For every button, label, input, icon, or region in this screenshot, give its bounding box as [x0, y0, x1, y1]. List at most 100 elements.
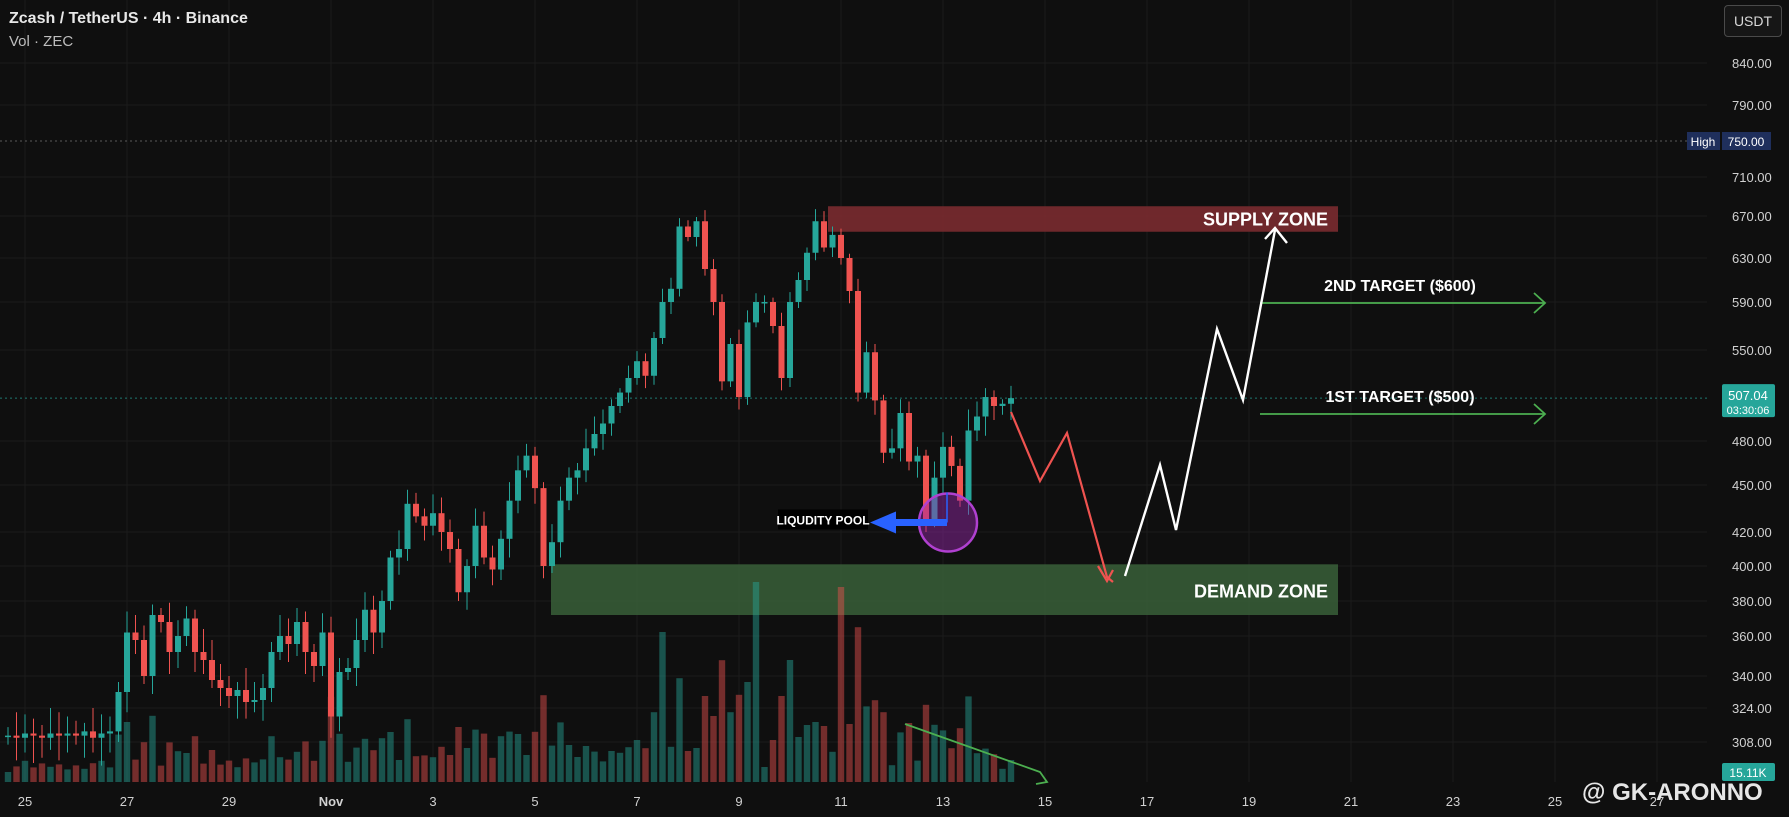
candle-body: [821, 221, 827, 248]
candle-body: [396, 549, 402, 558]
time-tick-label: 29: [222, 794, 236, 809]
volume-value: 15.11K: [1729, 766, 1766, 780]
volume-bar: [480, 733, 488, 782]
volume-bar: [718, 660, 726, 782]
last-price-badge: [1722, 384, 1775, 418]
time-tick-label: 7: [633, 794, 640, 809]
candle-body: [880, 400, 887, 453]
volume-bar: [608, 751, 615, 782]
liquidity-pool-label: LIQUDITY POOL: [776, 513, 869, 527]
candle-body: [812, 221, 819, 253]
last-price: 507.04: [1728, 388, 1768, 403]
candle-body: [778, 326, 785, 378]
price-tick-label: 360.00: [1732, 629, 1772, 644]
volume-bar: [684, 751, 692, 782]
volume-bar: [55, 764, 63, 782]
candle-body: [336, 672, 343, 717]
volume-bar: [514, 734, 522, 782]
candle-body: [243, 690, 249, 702]
candle-body: [600, 423, 606, 434]
candle-body: [991, 397, 997, 406]
volume-bar: [837, 587, 845, 782]
candle-body: [829, 234, 836, 248]
candle-body: [404, 503, 411, 549]
candle-body: [353, 640, 360, 668]
volume-bar: [506, 731, 513, 782]
candle-body: [795, 280, 802, 302]
candle-body: [974, 416, 980, 431]
volume-bar: [47, 766, 54, 782]
candle-body: [625, 378, 632, 393]
price-tick-label: 324.00: [1732, 701, 1772, 716]
time-tick-label: 27: [120, 794, 134, 809]
volume-bar: [140, 742, 148, 782]
volume-bar: [880, 712, 887, 782]
volume-bar: [659, 632, 666, 782]
volume-bar: [897, 732, 904, 782]
candle-body: [302, 622, 309, 652]
volume-bar: [931, 724, 938, 782]
volume-bar: [89, 763, 97, 782]
candle-body: [940, 446, 946, 478]
candle-body: [226, 688, 232, 696]
volume-bar: [956, 728, 964, 782]
volume-bar: [667, 746, 675, 782]
candle-body: [591, 434, 598, 449]
time-tick-label: 27: [1650, 794, 1664, 809]
candle-body: [719, 302, 725, 382]
candle-body: [328, 632, 334, 717]
price-tick-label: 420.00: [1732, 525, 1772, 540]
volume-bar: [939, 730, 947, 782]
time-axis: 25 27 29 Nov 3 5 7 9 11 13 15 17 19 21 23 25 27: [18, 794, 1664, 809]
candle-body: [447, 532, 453, 549]
volume-bar: [625, 747, 632, 782]
candle-body: [804, 252, 810, 280]
second-target-label: 2ND TARGET ($600): [1324, 278, 1476, 295]
candle-body: [345, 668, 351, 672]
candle-body: [855, 291, 861, 393]
volume-bar: [744, 682, 751, 782]
candle-body: [761, 302, 768, 304]
candle-body: [107, 731, 113, 734]
volume-bar: [72, 765, 80, 782]
volume-bar: [676, 678, 683, 782]
volume-bar: [200, 763, 207, 782]
volume-bar: [786, 660, 794, 782]
candle-body: [158, 615, 164, 622]
volume-bar: [557, 722, 564, 782]
time-tick-label: 21: [1344, 794, 1358, 809]
candle-body: [379, 601, 385, 633]
time-tick-label: Nov: [319, 794, 344, 809]
high-badge: [1687, 132, 1720, 150]
volume-bar: [217, 764, 224, 782]
volume-bar: [905, 723, 913, 782]
candle-body: [98, 733, 105, 738]
candle-body: [702, 221, 708, 269]
demand-zone: [551, 564, 1338, 615]
currency-button[interactable]: USDT: [1724, 5, 1782, 37]
candle-body: [277, 636, 283, 652]
candle-body: [948, 446, 955, 466]
candle-body: [846, 258, 853, 291]
time-tick-label: 3: [429, 794, 436, 809]
candle-body: [90, 731, 96, 738]
volume-bar: [863, 706, 870, 782]
volume-bar: [710, 716, 717, 782]
volume-bar: [183, 753, 190, 782]
price-axis: 308.00 324.00 340.00 360.00 380.00 400.00 420.…: [1732, 56, 1772, 750]
time-tick-label: 19: [1242, 794, 1256, 809]
candle-body: [115, 692, 122, 732]
candle-body: [362, 609, 368, 640]
volume-badge: [1722, 763, 1775, 781]
candle-body: [583, 448, 589, 471]
volume-bar: [854, 627, 862, 782]
candle-body: [217, 680, 224, 688]
projected-rally-head: [1264, 226, 1288, 244]
volume-bar: [973, 753, 981, 782]
volume-bar: [540, 695, 547, 782]
candle-body: [889, 448, 895, 453]
candle-body: [515, 470, 521, 501]
price-tick-label: 340.00: [1732, 669, 1772, 684]
supply-zone-label: SUPPLY ZONE: [1203, 209, 1328, 229]
